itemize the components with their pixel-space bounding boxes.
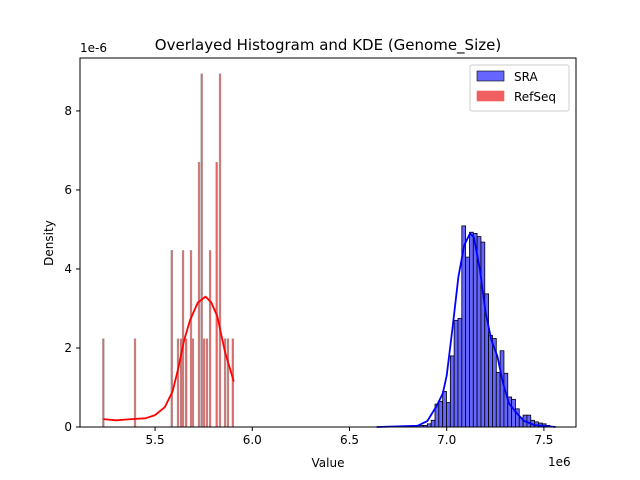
sra-bar: [526, 414, 532, 428]
y-tick-label: 4: [64, 262, 72, 276]
refseq-bar: [181, 250, 185, 428]
y-tick-label: 0: [64, 420, 72, 434]
x-tick-label: 6.5: [340, 433, 359, 447]
sra-bar: [430, 419, 436, 428]
legend: SRA RefSeq: [469, 64, 570, 112]
sra-bar: [469, 231, 474, 428]
legend-swatch-sra: [476, 70, 505, 82]
x-axis-label: Value: [312, 456, 345, 470]
x-tick-label: 5.5: [146, 433, 165, 447]
refseq-bar: [102, 338, 105, 428]
sra-bar: [453, 319, 459, 428]
sra-bar: [495, 372, 501, 428]
sra-bar: [499, 350, 505, 428]
refseq-bar: [189, 250, 193, 428]
sra-kde-line: [376, 232, 556, 428]
legend-label-refseq: RefSeq: [514, 90, 556, 104]
legend-swatch-refseq: [476, 90, 505, 102]
refseq-bar: [215, 162, 218, 428]
refseq-bar: [218, 73, 222, 428]
x-tick-label: 6.0: [243, 433, 262, 447]
refseq-bar: [170, 250, 173, 428]
chart-title: Overlayed Histogram and KDE (Genome_Size…: [155, 36, 501, 55]
sra-bar: [446, 402, 451, 428]
refseq-kde-line: [103, 295, 235, 422]
sra-bar: [442, 391, 447, 428]
refseq-bar: [176, 338, 180, 428]
y-tick-label: 2: [64, 341, 72, 355]
y-tick-label: 6: [64, 183, 72, 197]
legend-label-sra: SRA: [514, 70, 538, 84]
refseq-bar: [205, 338, 209, 428]
x-tick-label: 7.5: [534, 433, 553, 447]
sra-bar: [472, 233, 478, 428]
sra-bar: [438, 400, 444, 428]
plot-frame: [79, 57, 577, 428]
x-tick-label: 7.0: [437, 433, 456, 447]
refseq-bar: [226, 338, 230, 428]
refseq-bar: [185, 338, 188, 428]
refseq-bar: [197, 162, 201, 428]
y-axis-label: Density: [42, 220, 56, 266]
sra-bar: [449, 355, 455, 428]
refseq-bar: [202, 338, 206, 428]
sra-bar: [488, 334, 493, 428]
y-offset-label: 1e-6: [80, 41, 107, 55]
refseq-bar: [191, 338, 195, 428]
sra-bar: [511, 398, 516, 428]
sra-bar: [457, 317, 463, 428]
sra-bar: [480, 241, 486, 428]
refseq-bar: [133, 338, 137, 428]
refseq-bar: [200, 73, 203, 428]
refseq-bar: [208, 250, 212, 428]
sra-bar: [465, 256, 470, 428]
x-offset-label: 1e6: [548, 455, 571, 469]
refseq-bar: [231, 338, 234, 428]
y-tick-label: 8: [64, 104, 72, 118]
